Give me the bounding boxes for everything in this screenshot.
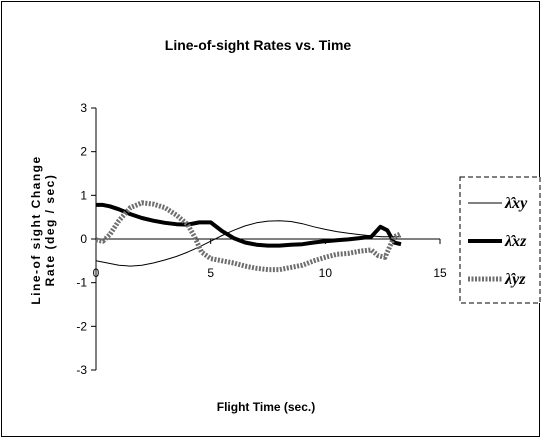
x-tick-label: 15	[433, 266, 447, 280]
legend-label-3: λ̂yz	[504, 271, 526, 288]
line-chart: Line-of-sight Rates vs. Time 3210-1-2-30…	[29, 37, 541, 414]
x-tick-label: 10	[319, 266, 333, 280]
y-axis-title: Line-of sight Change Rate (deg / sec)	[29, 155, 57, 304]
y-tick-label: 3	[80, 101, 87, 115]
legend-label-2: λ̂xz	[504, 233, 527, 250]
series-line-3	[95, 200, 402, 273]
y-axis-title-line1: Line-of sight Change	[29, 155, 43, 304]
x-tick-label: 0	[93, 266, 100, 280]
y-axis-title-line2: Rate (deg / sec)	[43, 174, 57, 287]
legend-label-1: λ̂xy	[504, 195, 528, 212]
y-tick-label: 0	[80, 232, 87, 246]
x-axis-title: Flight Time (sec.)	[217, 400, 315, 414]
y-tick-label: -3	[76, 363, 87, 377]
y-tick-label: -1	[76, 276, 87, 290]
series-line-2	[96, 202, 402, 248]
y-tick-label: -2	[76, 319, 87, 333]
chart-title: Line-of-sight Rates vs. Time	[165, 37, 352, 53]
chart-frame: Line-of-sight Rates vs. Time 3 2 1 0 -1 -2 -3 0…	[1, 1, 541, 437]
x-tick-label: 5	[207, 266, 214, 280]
y-tick-label: 2	[80, 145, 87, 159]
y-tick-label: 1	[80, 188, 87, 202]
series-line-1	[95, 220, 401, 267]
legend: λ̂xy λ̂xz λ̂yz	[459, 176, 541, 304]
